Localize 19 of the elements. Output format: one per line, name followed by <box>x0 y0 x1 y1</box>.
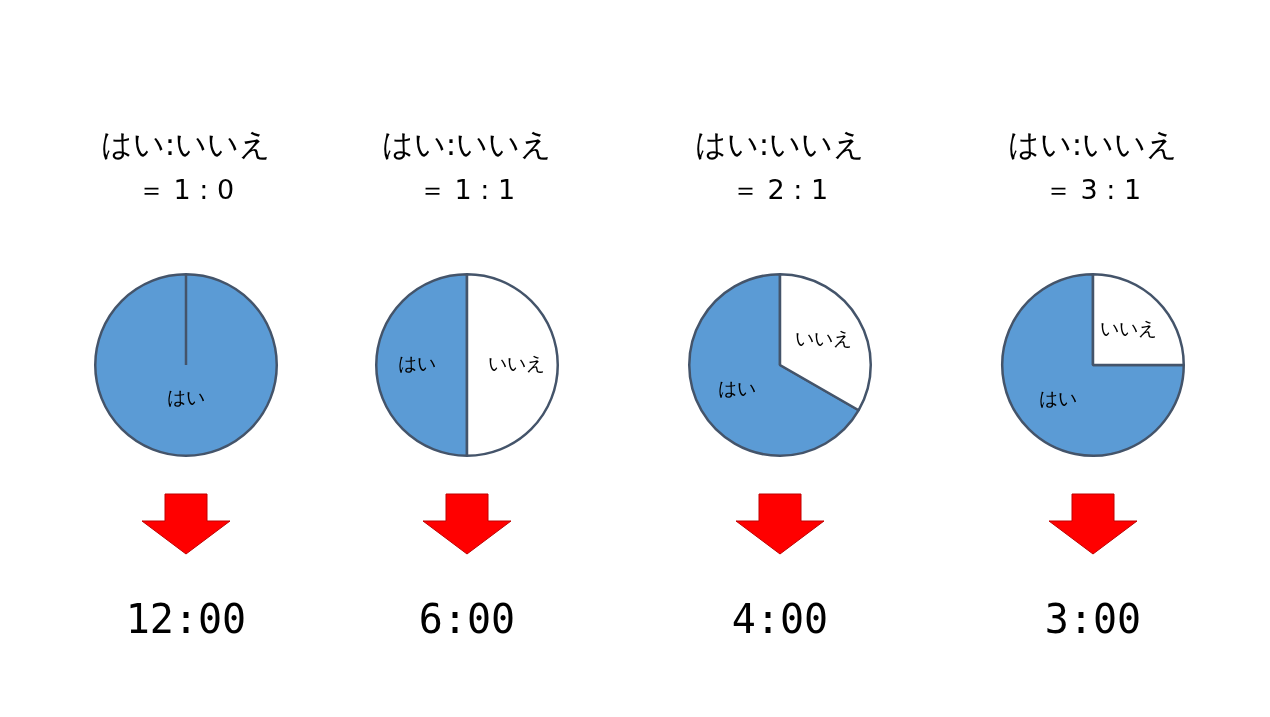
slice-label: いいえ <box>488 351 546 374</box>
text: 4:00 <box>730 596 830 642</box>
slice-label: はい <box>398 351 437 374</box>
chart-title: はい:いいえ <box>380 125 554 164</box>
slice-label: はい <box>717 376 756 399</box>
text: 12:00 <box>124 596 248 642</box>
chart-subtitle: ＝ 2 : 1 <box>730 173 830 207</box>
chart-subtitle: ＝ 1 : 1 <box>417 173 517 207</box>
chart-title: はい:いいえ <box>99 125 273 164</box>
text: 6:00 <box>417 596 517 642</box>
chart-subtitle: ＝ 3 : 1 <box>1043 173 1143 207</box>
text: 3:00 <box>1043 596 1143 642</box>
slice-label: はい <box>1038 387 1077 410</box>
chart-title: はい:いいえ <box>1006 125 1180 164</box>
slice-label: いいえ <box>794 326 852 349</box>
slice-label: はい <box>167 386 205 409</box>
chart-subtitle: ＝ 1 : 0 <box>136 173 236 207</box>
chart-title: はい:いいえ <box>693 125 867 164</box>
slice-label: いいえ <box>1099 316 1157 339</box>
